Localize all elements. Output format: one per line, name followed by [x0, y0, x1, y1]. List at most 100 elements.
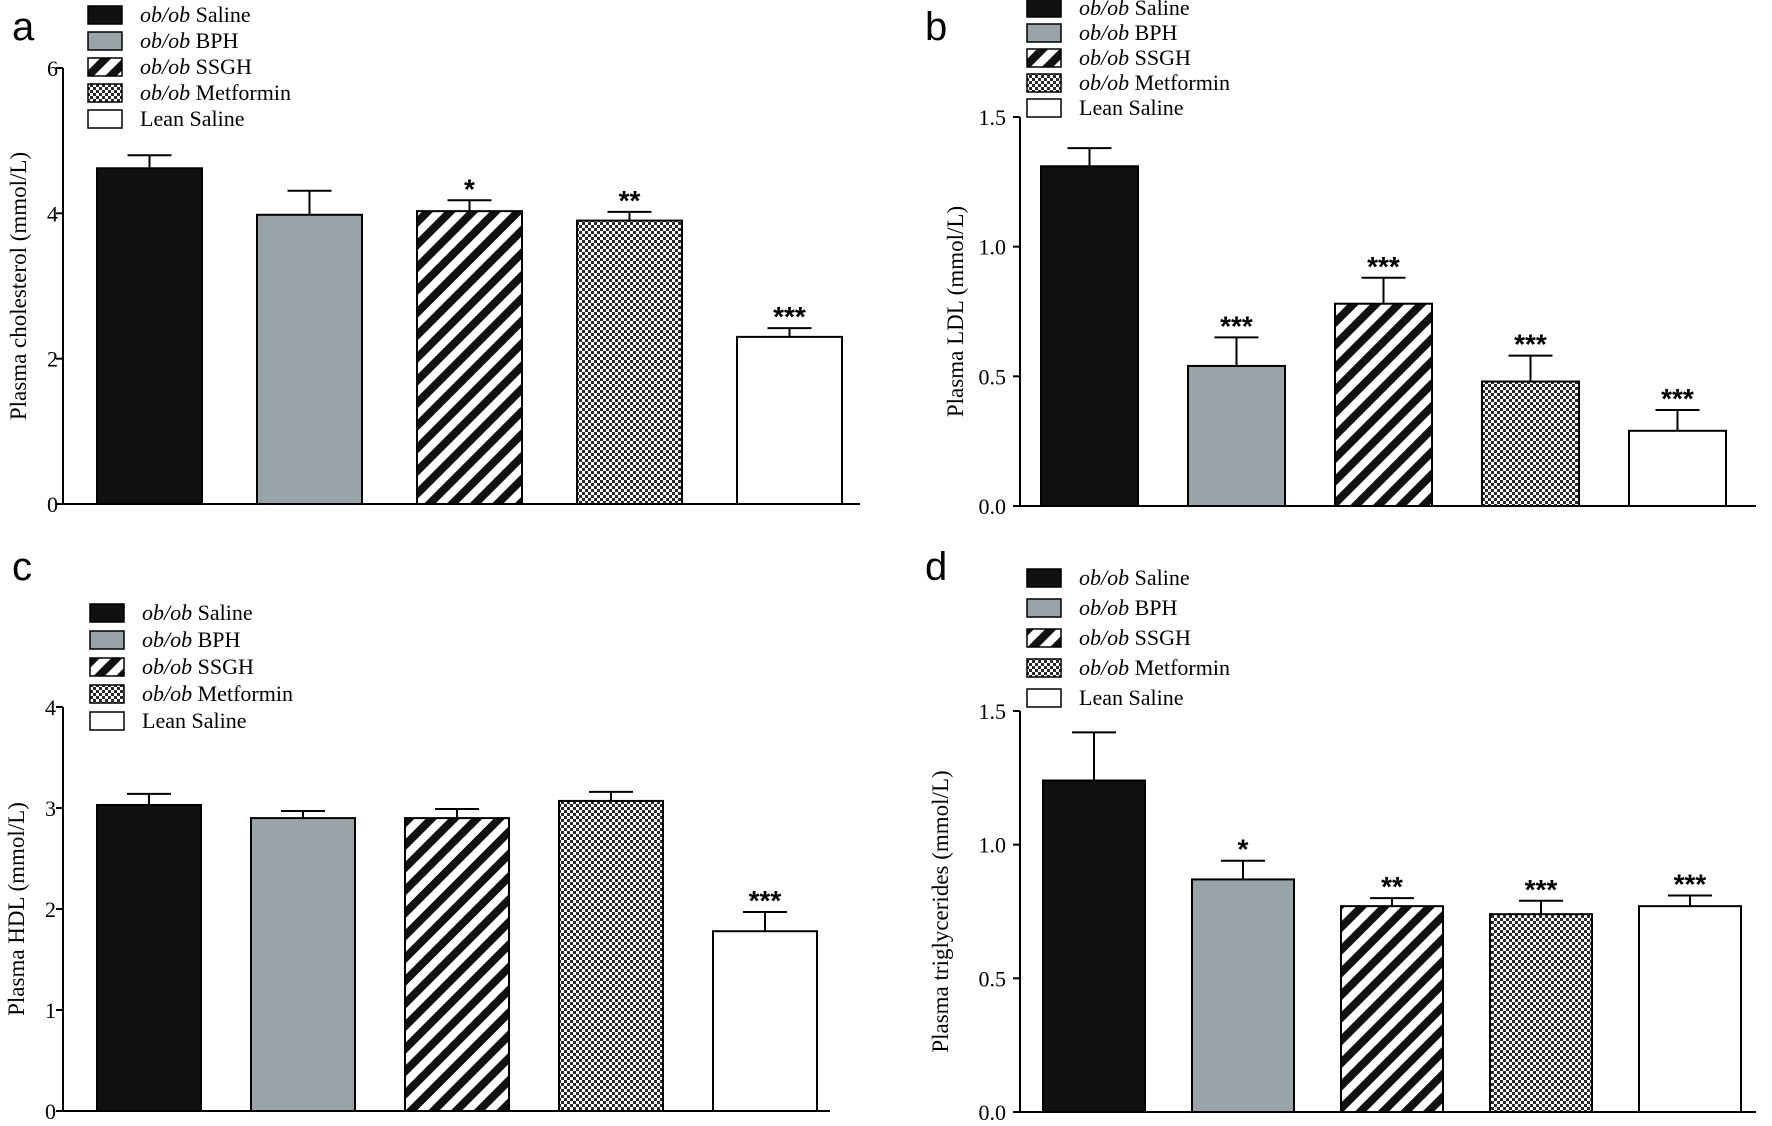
- legend-label: ob/ob BPH: [1079, 20, 1178, 45]
- legend-swatch: [1026, 628, 1062, 648]
- bar-4: [1489, 913, 1593, 1113]
- significance-marker: *: [1238, 834, 1249, 865]
- bar-3: [404, 817, 510, 1112]
- bar-4: [558, 799, 664, 1112]
- y-tick-label: 2: [45, 897, 56, 922]
- legend-swatch: [89, 711, 125, 731]
- legend-label: ob/ob SSGH: [1079, 45, 1191, 70]
- legend-label: Lean Saline: [142, 708, 246, 733]
- significance-marker: ***: [1674, 868, 1707, 899]
- y-tick-label: 0.5: [979, 364, 1007, 389]
- legend-swatch: [89, 603, 125, 623]
- legend-swatch: [1026, 73, 1062, 93]
- y-axis-title: Plasma cholesterol (mmol/L): [6, 152, 31, 420]
- significance-marker: ***: [1367, 251, 1400, 282]
- legend-swatch: [87, 109, 123, 129]
- legend-swatch: [1026, 0, 1062, 18]
- bar-2: [1191, 878, 1295, 1113]
- y-tick-label: 3: [45, 796, 56, 821]
- significance-marker: ***: [1661, 383, 1694, 414]
- bar-4: [1481, 380, 1580, 507]
- y-tick-label: 0.0: [979, 1100, 1007, 1125]
- y-tick-label: 1.0: [979, 833, 1007, 858]
- legend-label: ob/ob SSGH: [140, 54, 252, 79]
- bar-3: [1340, 905, 1444, 1113]
- legend-label: Lean Saline: [140, 106, 244, 131]
- significance-marker: **: [1381, 871, 1403, 902]
- legend-label: ob/ob Saline: [142, 600, 253, 625]
- legend-label: ob/ob Saline: [1079, 0, 1190, 20]
- legend-swatch: [87, 83, 123, 103]
- bar-2: [250, 817, 356, 1112]
- legend-swatch: [1026, 568, 1062, 588]
- bar-3: [1334, 302, 1433, 507]
- y-tick-label: 0: [47, 492, 58, 517]
- y-axis-title: Plasma HDL (mmol/L): [4, 802, 29, 1016]
- legend-label: ob/ob Metformin: [1079, 655, 1230, 680]
- bar-1: [96, 803, 202, 1112]
- bar-4: [576, 219, 683, 505]
- significance-marker: ***: [1514, 329, 1547, 360]
- significance-marker: ***: [1220, 310, 1253, 341]
- legend-label: ob/ob SSGH: [1079, 625, 1191, 650]
- bar-2: [1187, 364, 1286, 507]
- bar-2: [256, 213, 363, 506]
- legend-swatch: [1026, 598, 1062, 618]
- legend-swatch: [89, 630, 125, 650]
- chart-panel-c: c 0 1 2 3 4 Plasma HDL (mmol/L) *** ob/ob Saline…: [4, 545, 830, 1124]
- panel-letter: d: [925, 545, 947, 589]
- y-tick-label: 4: [45, 695, 56, 720]
- legend-swatch: [1026, 658, 1062, 678]
- y-axis-title: Plasma triglycerides (mmol/L): [928, 770, 953, 1052]
- legend-label: ob/ob BPH: [1079, 595, 1178, 620]
- y-tick-label: 1: [45, 998, 56, 1023]
- bar-5: [712, 930, 818, 1112]
- bar-5: [1638, 905, 1742, 1113]
- legend-label: ob/ob BPH: [140, 28, 239, 53]
- y-tick-label: 0.5: [979, 966, 1007, 991]
- legend-swatch: [1026, 688, 1062, 708]
- legend-swatch: [89, 657, 125, 677]
- legend-swatch: [1026, 98, 1062, 118]
- legend-label: ob/ob Metformin: [142, 681, 293, 706]
- legend-swatch: [87, 57, 123, 77]
- y-tick-label: 1.0: [979, 235, 1007, 260]
- legend-swatch: [87, 5, 123, 25]
- significance-marker: ***: [1525, 874, 1558, 905]
- legend-swatch: [1026, 23, 1062, 43]
- legend-swatch: [87, 31, 123, 51]
- chart-panel-b: b 0.0 0.5 1.0 1.5 Plasma LDL (mmol/L) *** *** **…: [925, 0, 1756, 519]
- bar-3: [416, 210, 523, 506]
- y-tick-label: 1.5: [979, 105, 1007, 130]
- legend-label: Lean Saline: [1079, 95, 1183, 120]
- legend-label: ob/ob Metformin: [140, 80, 291, 105]
- y-tick-label: 0.0: [979, 494, 1007, 519]
- legend-label: ob/ob Metformin: [1079, 70, 1230, 95]
- legend-swatch: [89, 684, 125, 704]
- legend-label: Lean Saline: [1079, 685, 1183, 710]
- panel-letter: c: [12, 545, 32, 589]
- significance-marker: **: [619, 185, 641, 216]
- bar-1: [1040, 165, 1139, 507]
- legend-label: ob/ob BPH: [142, 627, 241, 652]
- significance-marker: ***: [749, 885, 782, 916]
- legend-swatch: [1026, 48, 1062, 68]
- panel-letter: a: [12, 5, 35, 49]
- legend-label: ob/ob SSGH: [142, 654, 254, 679]
- significance-marker: *: [464, 173, 475, 204]
- bar-5: [1628, 429, 1727, 507]
- bar-1: [1042, 779, 1146, 1113]
- y-tick-label: 1.5: [979, 699, 1007, 724]
- significance-marker: ***: [773, 301, 806, 332]
- bar-5: [736, 335, 843, 505]
- y-tick-label: 4: [47, 201, 58, 226]
- y-tick-label: 6: [47, 56, 58, 81]
- bar-1: [96, 167, 203, 505]
- panel-letter: b: [925, 5, 947, 49]
